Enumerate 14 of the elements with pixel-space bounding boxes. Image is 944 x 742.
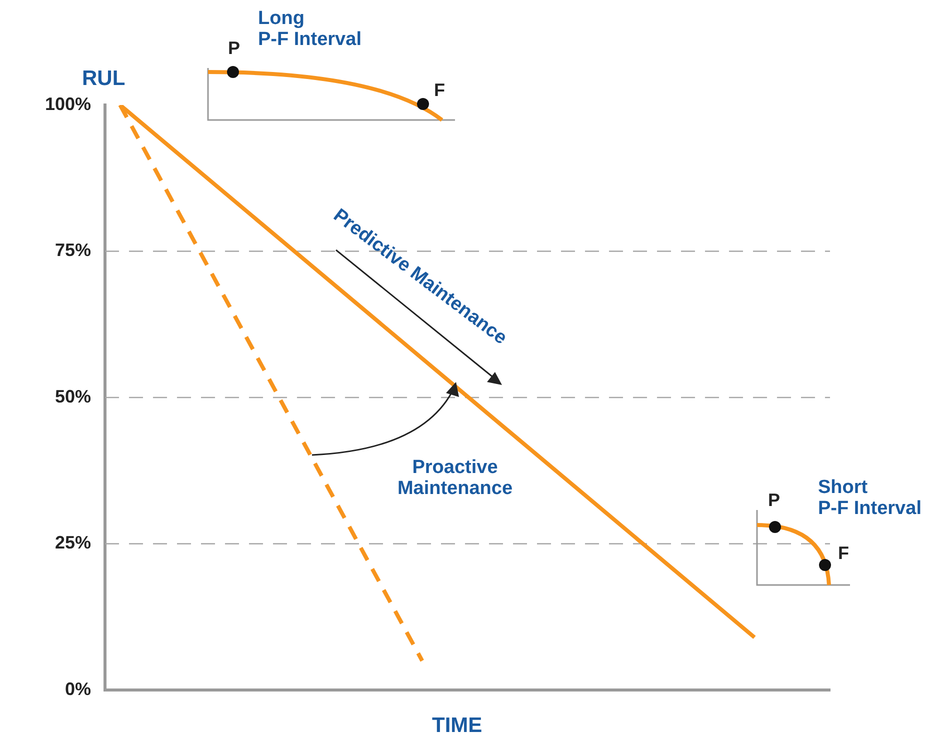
- y-tick-label: 0%: [64, 678, 91, 699]
- text: F: [838, 543, 849, 564]
- y-tick-label: 75%: [54, 240, 91, 260]
- annotation: Short P-F Interval: [818, 477, 922, 519]
- text: Long P-F Interval: [258, 8, 362, 50]
- y-tick-label: 50%: [54, 386, 91, 406]
- y-axis-title: RUL: [82, 67, 126, 90]
- y-tick-label: 100%: [44, 94, 91, 114]
- x-axis-title: TIME: [432, 714, 482, 737]
- y-tick-label: 25%: [54, 532, 91, 553]
- annotation: Proactive Maintenance: [396, 457, 514, 499]
- annotation: P: [768, 490, 780, 511]
- text: P: [228, 38, 240, 59]
- text: F: [434, 80, 445, 101]
